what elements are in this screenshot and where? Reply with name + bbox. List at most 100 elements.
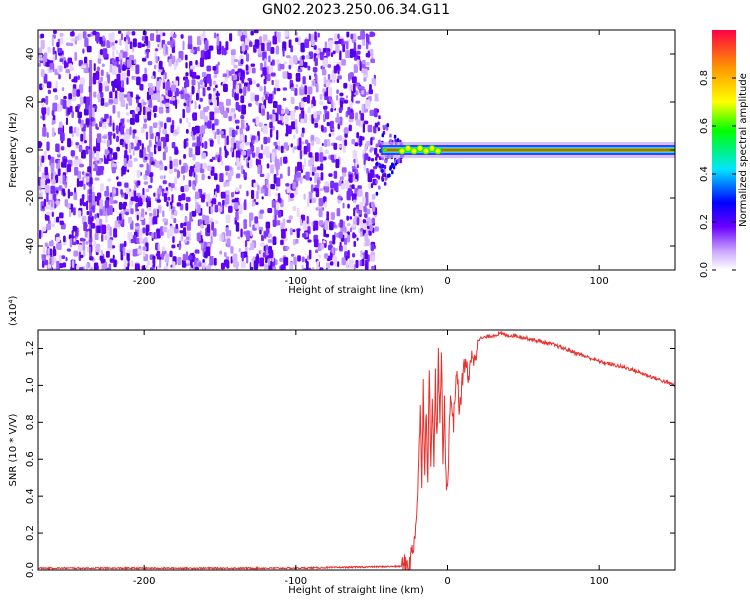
spectrogram-cell — [148, 98, 153, 108]
spectrogram-cell — [202, 125, 205, 132]
spectrogram-cell — [249, 219, 252, 228]
spectrogram-cell — [40, 69, 45, 77]
spectrogram-cell — [95, 217, 100, 226]
spectrogram-cell — [130, 196, 136, 202]
spectrogram-cell — [268, 258, 271, 266]
spectrogram-cell — [176, 169, 180, 179]
spectrogram-cell — [159, 160, 163, 165]
spectrogram-cell — [112, 133, 116, 139]
spectrogram-cell — [285, 127, 289, 135]
spectrogram-cell — [342, 202, 345, 209]
spectrogram-cell — [136, 169, 141, 178]
spectrogram-cell — [108, 99, 114, 104]
spectrogram-cell — [85, 263, 89, 270]
spectrogram-cell — [189, 211, 193, 222]
spectrogram-cell — [79, 77, 85, 86]
spectrogram-cell — [100, 117, 104, 124]
spectrogram-cell — [74, 166, 79, 176]
spectrogram-cell — [319, 51, 324, 61]
spectrogram-cell — [160, 136, 166, 142]
spectrogram-cell — [330, 189, 334, 195]
spectrogram-cell — [296, 228, 301, 232]
spectrogram-cell — [169, 250, 173, 258]
spectrogram-cell — [149, 212, 153, 217]
spectrogram-cell — [338, 245, 343, 252]
spectrogram-cell — [124, 182, 129, 188]
spectrogram-cell — [361, 64, 366, 69]
spectrogram-cell — [183, 102, 187, 107]
spectrogram-cell — [337, 195, 342, 200]
spectrogram-cell — [363, 205, 367, 213]
spectrogram-cell — [125, 134, 130, 144]
spectrogram-cell — [100, 250, 104, 256]
spectrogram-cell — [185, 129, 189, 134]
tone-bead — [428, 145, 436, 152]
spectrogram-cell — [142, 30, 147, 36]
spectrogram-cell — [271, 199, 275, 208]
spectrogram-cell — [252, 79, 256, 85]
spectrogram-cell — [120, 189, 123, 195]
spectrogram-cell — [93, 63, 96, 72]
spectrogram-cell — [309, 166, 313, 176]
spectrogram-cell — [359, 110, 362, 115]
spectrogram-cell — [52, 53, 56, 62]
spectrogram-cell — [39, 142, 43, 147]
spectrogram-cell — [115, 136, 119, 143]
spectrogram-cell — [280, 109, 285, 115]
spectrogram-cell — [40, 33, 45, 39]
spectrogram-cell — [154, 232, 157, 240]
spectrogram-cell — [308, 51, 314, 59]
spectrogram-cell — [224, 145, 227, 151]
spectrogram-cell — [152, 260, 156, 268]
spectrogram-cell — [206, 86, 211, 91]
spectrogram-cell — [283, 156, 288, 164]
spectrogram-cell — [43, 123, 46, 128]
tone-bead — [410, 147, 418, 155]
spectrogram-cell — [324, 253, 329, 259]
spectrogram-cell — [191, 71, 197, 79]
spectrogram-cell — [330, 154, 335, 161]
spectrogram-cell — [288, 125, 292, 135]
spectrogram-cell — [241, 150, 247, 156]
spectrogram-cell — [55, 143, 60, 153]
spectrogram-cell — [201, 173, 205, 181]
spectrogram-cell — [369, 147, 375, 151]
spectrogram-cell — [312, 80, 315, 86]
spectrogram-cell — [276, 165, 279, 176]
spectrogram-cell — [188, 179, 192, 187]
spectrogram-cell — [240, 165, 244, 174]
spectrogram-cell — [312, 66, 318, 73]
spectrogram-cell — [129, 117, 135, 125]
spectrogram-cell — [215, 269, 220, 270]
spectrogram-cell — [128, 143, 132, 154]
spectrogram-cell — [204, 251, 208, 259]
spectrogram-cell — [59, 58, 64, 63]
spectrogram-cell — [52, 46, 55, 55]
spectrogram-cell — [157, 140, 162, 147]
spectrogram-cell — [159, 259, 162, 268]
spectrogram-cell — [47, 89, 51, 95]
spectrogram-cell — [114, 220, 119, 227]
spectrogram-cell — [351, 138, 356, 145]
spectrogram-cell — [302, 164, 305, 170]
spectrogram-cell — [179, 118, 182, 124]
spectrogram-cell — [374, 156, 378, 161]
spectrogram-cell — [82, 238, 86, 242]
spectrogram-cell — [156, 228, 161, 239]
spectrogram-cell — [241, 75, 245, 84]
spectrogram-cell — [201, 71, 207, 78]
spectrogram-cell — [238, 198, 241, 202]
spectrogram-cell — [118, 52, 123, 61]
spectrogram-cell — [79, 237, 84, 242]
spectrogram-cell — [53, 171, 57, 176]
spectrogram-cell — [236, 157, 240, 167]
spectrogram-cell — [66, 248, 72, 252]
spectrogram-cell — [301, 127, 305, 134]
spectrogram-cell — [394, 138, 397, 143]
spectrogram-cell — [139, 83, 144, 91]
spectrogram-cell — [112, 65, 117, 76]
spectrogram-cell — [223, 110, 228, 118]
spectrogram-cell — [55, 200, 61, 205]
snr-frame — [37, 329, 676, 571]
